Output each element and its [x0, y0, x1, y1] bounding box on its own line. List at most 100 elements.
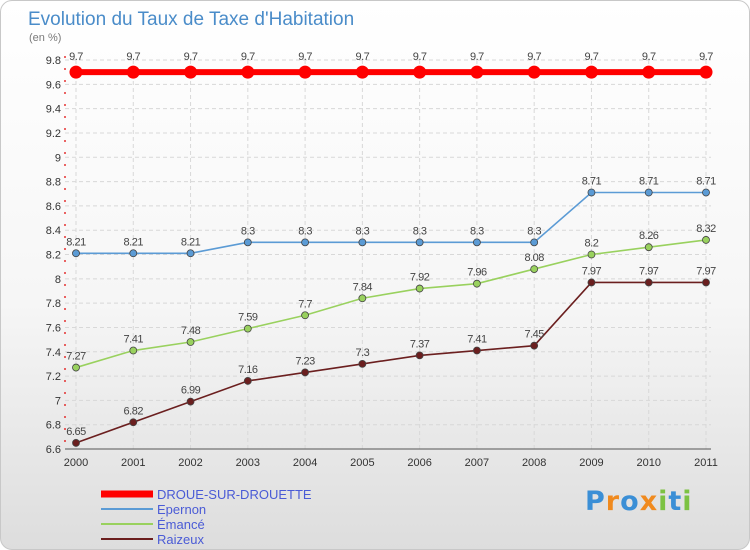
- data-label: 9.7: [699, 51, 713, 63]
- data-label: 7.48: [181, 325, 201, 337]
- data-label: 8.71: [696, 176, 716, 188]
- data-label: 8.21: [124, 236, 144, 248]
- y-tick-label: 6.8: [46, 420, 61, 432]
- data-point: [244, 377, 251, 384]
- data-point: [302, 312, 309, 319]
- data-point: [302, 239, 309, 246]
- data-point: [470, 66, 483, 79]
- data-point: [588, 189, 595, 196]
- data-point: [359, 239, 366, 246]
- series-2: 7.27 7.41 7.48 7.59 7.7 7.84 7.92 7.96 8.08 8.2 8.…: [66, 223, 716, 371]
- logo-letter: o: [620, 486, 640, 517]
- data-point: [241, 66, 254, 79]
- data-label: 7.7: [298, 298, 312, 310]
- data-point: [473, 347, 480, 354]
- data-label: 9.7: [355, 51, 369, 63]
- legend-label: Epernon: [157, 502, 206, 517]
- data-label: 7.3: [355, 347, 369, 359]
- data-point: [127, 66, 140, 79]
- data-point: [588, 251, 595, 258]
- series-1: 8.21 8.21 8.21 8.3 8.3 8.3 8.3 8.3 8.3 8.71 8.71 8.…: [66, 176, 716, 257]
- data-label: 9.7: [184, 51, 198, 63]
- data-label: 9.7: [413, 51, 427, 63]
- data-label: 8.71: [582, 176, 602, 188]
- logo-letter: r: [606, 486, 620, 517]
- x-tick-label: 2008: [522, 457, 546, 469]
- y-tick-label: 7.8: [46, 298, 61, 310]
- data-point: [645, 189, 652, 196]
- data-label: 6.99: [181, 385, 201, 397]
- legend-label: Raizeux: [157, 532, 204, 547]
- data-point: [416, 285, 423, 292]
- data-label: 8.26: [639, 230, 659, 242]
- data-label: 6.65: [66, 426, 86, 438]
- data-label: 9.7: [642, 51, 656, 63]
- logo-letter: x: [640, 486, 658, 517]
- data-point: [645, 279, 652, 286]
- y-tick-label: 9.6: [46, 79, 61, 91]
- x-tick-label: 2001: [121, 457, 145, 469]
- y-tick-label: 7.6: [46, 322, 61, 334]
- data-point: [130, 347, 137, 354]
- data-point: [70, 66, 83, 79]
- x-tick-label: 2003: [236, 457, 260, 469]
- x-tick-label: 2009: [579, 457, 603, 469]
- data-label: 9.7: [585, 51, 599, 63]
- y-tick-label: 7: [55, 395, 61, 407]
- data-point: [531, 342, 538, 349]
- data-label: 9.7: [470, 51, 484, 63]
- chart-title: Evolution du Taux de Taxe d'Habitation: [28, 9, 354, 30]
- data-point: [73, 439, 80, 446]
- y-tick-label: 9.2: [46, 128, 61, 140]
- data-label: 6.82: [124, 405, 144, 417]
- legend-label: Émancé: [157, 517, 205, 532]
- y-tick-label: 9.4: [46, 104, 61, 116]
- y-tick-label: 6.6: [46, 444, 61, 456]
- data-label: 8.3: [470, 225, 484, 237]
- data-label: 8.21: [66, 236, 86, 248]
- data-label: 7.37: [410, 338, 430, 350]
- y-tick-label: 8.8: [46, 177, 61, 189]
- y-tick-label: 8.4: [46, 225, 61, 237]
- data-label: 9.7: [126, 51, 140, 63]
- data-point: [531, 266, 538, 273]
- grid: [65, 60, 711, 449]
- series-0: 9.7 9.7 9.7 9.7 9.7 9.7 9.7 9.7 9.7 9.7 9.7 9.7: [69, 51, 713, 79]
- y-tick-label: 8.6: [46, 201, 61, 213]
- logo-letter: t: [668, 486, 682, 517]
- chart-frame: Evolution du Taux de Taxe d'Habitation (…: [0, 0, 750, 550]
- axes: 6.6 6.8 7 7.2 7.4 7.6 7.8 8 8.2 8.4 8.6 8.8 9 9.2 9.4 9…: [46, 55, 718, 469]
- y-tick-label: 7.4: [46, 347, 61, 359]
- data-point: [187, 398, 194, 405]
- data-point: [302, 369, 309, 376]
- data-point: [184, 66, 197, 79]
- data-point: [645, 244, 652, 251]
- data-label: 9.7: [527, 51, 541, 63]
- y-tick-label: 9.8: [46, 55, 61, 67]
- data-label: 8.3: [298, 225, 312, 237]
- data-point: [703, 189, 710, 196]
- series-layer: 9.7 9.7 9.7 9.7 9.7 9.7 9.7 9.7 9.7 9.7 9.7 9.7 8.21…: [66, 51, 716, 446]
- data-label: 9.7: [241, 51, 255, 63]
- data-label: 8.3: [241, 225, 255, 237]
- data-label: 7.97: [582, 265, 602, 277]
- x-tick-label: 2007: [465, 457, 489, 469]
- data-point: [700, 66, 713, 79]
- data-label: 8.3: [355, 225, 369, 237]
- data-point: [244, 239, 251, 246]
- data-point: [359, 295, 366, 302]
- data-point: [187, 339, 194, 346]
- data-label: 7.16: [238, 364, 258, 376]
- series-line: [76, 282, 706, 442]
- data-label: 8.2: [585, 238, 599, 250]
- data-label: 7.23: [295, 355, 315, 367]
- data-point: [416, 239, 423, 246]
- x-tick-label: 2000: [64, 457, 88, 469]
- data-label: 8.21: [181, 236, 201, 248]
- x-tick-label: 2004: [293, 457, 317, 469]
- x-tick-label: 2002: [178, 457, 202, 469]
- data-point: [703, 279, 710, 286]
- series-line: [76, 193, 706, 254]
- data-label: 8.3: [413, 225, 427, 237]
- data-label: 8.08: [524, 252, 544, 264]
